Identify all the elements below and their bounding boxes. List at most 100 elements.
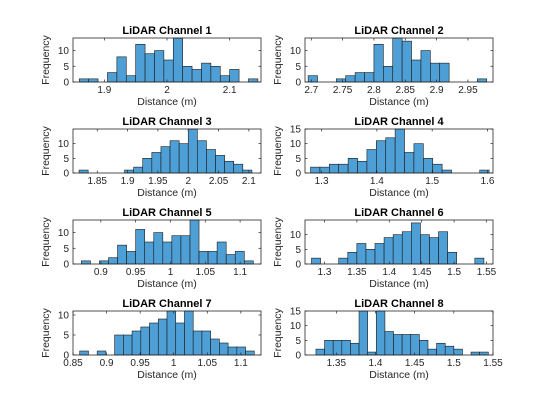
chart-4-bar-10 <box>394 128 405 174</box>
chart-1-bar-13 <box>191 69 202 83</box>
chart-1-title: LiDAR Channel 1 <box>122 25 211 37</box>
chart-7-xtick-label-1: 0.85 <box>63 358 83 369</box>
chart-5-bar-19 <box>243 260 254 265</box>
chart-7-ytick-label-1: 0 <box>63 351 69 362</box>
chart-2-bar-14 <box>430 62 441 83</box>
chart-4-bar-3 <box>329 163 340 174</box>
chart-5-ytick-label-3: 10 <box>58 228 70 239</box>
chart-1-bar-11 <box>172 37 183 83</box>
chart-7-xtick-label-2: 0.9 <box>100 358 114 369</box>
chart-1-bar-6 <box>125 75 136 83</box>
chart-8-xtick-label-1: 1.35 <box>327 358 347 369</box>
chart-3-bar-10 <box>160 146 171 174</box>
chart-1-bar-5 <box>116 56 127 83</box>
chart-2-bar-4 <box>336 78 347 83</box>
chart-2-bar-8 <box>373 43 384 83</box>
chart-3-bar-6 <box>124 169 134 174</box>
chart-4-xtick-label-1: 1.3 <box>315 176 329 187</box>
chart-7-bar-13 <box>184 310 194 356</box>
chart-2-panel: 2.7 2.75 2.8 2.85 2.9 2.95 0 5 10 LiDAR Channel 2… <box>272 25 494 108</box>
chart-1-bar-4 <box>107 72 118 83</box>
chart-8-bar-19 <box>470 351 480 356</box>
chart-8-xtick-label-3: 1.45 <box>405 358 425 369</box>
chart-6-xtick-label-6: 1.55 <box>477 267 497 278</box>
chart-8-ytick-label-1: 0 <box>295 351 301 362</box>
chart-7-bar-7 <box>131 330 142 356</box>
chart-5-bar-6 <box>126 251 136 265</box>
chart-3-xlabel: Distance (m) <box>137 187 197 199</box>
chart-8-bar-12 <box>410 334 420 356</box>
chart-3-ytick-label-1: 0 <box>63 169 69 180</box>
chart-5-bar-7 <box>135 229 146 265</box>
chart-5-bar-15 <box>207 251 218 265</box>
chart-6-xlabel: Distance (m) <box>369 278 429 290</box>
chart-4-bar-4 <box>338 163 349 174</box>
chart-2-xtick-label-5: 2.9 <box>430 85 444 96</box>
chart-8-xlabel: Distance (m) <box>369 369 429 381</box>
chart-5-bar-13 <box>189 219 200 265</box>
chart-8-bar-5 <box>350 342 360 356</box>
chart-8-bar-16 <box>444 345 455 356</box>
chart-7-xtick-label-5: 1.05 <box>198 358 218 369</box>
chart-6-xtick-label-5: 1.5 <box>447 267 461 278</box>
chart-7-bar-14 <box>192 330 203 356</box>
chart-1-bar-7 <box>135 43 146 83</box>
chart-7-bar-9 <box>149 322 159 356</box>
chart-2-ytick-label-3: 10 <box>290 46 302 57</box>
chart-7-ytick-label-2: 5 <box>63 331 69 342</box>
chart-6-bar-14 <box>429 237 439 265</box>
chart-1-ytick-label-3: 10 <box>58 46 70 57</box>
chart-8-ytick-label-4: 15 <box>290 307 302 318</box>
chart-8-ytick-label-3: 10 <box>290 321 302 332</box>
chart-7-bar-5 <box>114 334 124 356</box>
chart-2-title: LiDAR Channel 2 <box>354 25 443 37</box>
chart-1-bar-17 <box>229 69 240 83</box>
chart-5-bar-4 <box>108 257 118 265</box>
chart-1-bar-10 <box>163 59 174 83</box>
chart-2-bar-10 <box>392 37 403 83</box>
chart-1-bar-15 <box>210 65 221 83</box>
chart-4-axes-box <box>304 128 494 174</box>
chart-5-axes-box <box>72 219 262 265</box>
chart-1-xtick-label-1: 1.9 <box>97 85 111 96</box>
chart-8-bar-13 <box>419 340 429 356</box>
chart-3-bar-1 <box>78 169 89 174</box>
chart-6-xtick-label-1: 1.3 <box>317 267 331 278</box>
chart-8-bar-7 <box>367 351 377 356</box>
chart-8-xtick-label-5: 1.55 <box>483 358 503 369</box>
chart-3-xtick-label-5: 2.05 <box>209 176 229 187</box>
chart-8-bar-10 <box>393 334 403 356</box>
chart-8-bar-17 <box>453 348 463 356</box>
chart-3-xtick-label-2: 1.9 <box>121 176 135 187</box>
chart-2-bar-12 <box>411 59 422 83</box>
chart-4-bar-5 <box>347 158 358 174</box>
chart-1-panel: 1.9 2 2.1 0 5 10 LiDAR Channel 1 Distance (m) Fr… <box>40 25 262 108</box>
chart-8-xtick-label-4: 1.5 <box>447 358 461 369</box>
chart-3-bar-14 <box>197 140 207 174</box>
chart-3-bar-17 <box>224 160 235 174</box>
chart-5-bar-8 <box>144 241 155 265</box>
chart-2-bar-11 <box>401 40 412 83</box>
chart-1-bar-8 <box>144 53 155 83</box>
chart-8-bar-9 <box>384 331 394 356</box>
chart-3-bar-19 <box>242 169 253 174</box>
chart-6-bar-5 <box>347 251 358 265</box>
chart-1-bar-16 <box>219 75 230 83</box>
chart-7-bar-8 <box>140 326 150 356</box>
chart-8-bar-3 <box>332 340 343 356</box>
chart-4-ytick-label-3: 10 <box>290 139 302 150</box>
chart-2-bar-5 <box>345 75 356 83</box>
chart-3-ylabel: Frequency <box>40 125 52 175</box>
chart-4-bar-6 <box>357 160 368 174</box>
chart-8-bar-14 <box>427 348 437 356</box>
chart-3-bar-15 <box>206 149 216 174</box>
chart-8-bar-4 <box>341 340 351 356</box>
chart-4-bar-9 <box>385 137 396 174</box>
chart-7-bar-10 <box>157 318 168 356</box>
chart-2-bar-13 <box>420 50 431 83</box>
chart-7-bar-15 <box>201 330 211 356</box>
chart-4-bar-12 <box>413 143 424 174</box>
chart-5-panel: 0.9 0.95 1 1.05 1.1 0 5 10 LiDAR Channel 5 Distan… <box>40 207 262 290</box>
chart-3-bar-8 <box>142 158 153 174</box>
chart-5-bar-9 <box>153 232 164 265</box>
